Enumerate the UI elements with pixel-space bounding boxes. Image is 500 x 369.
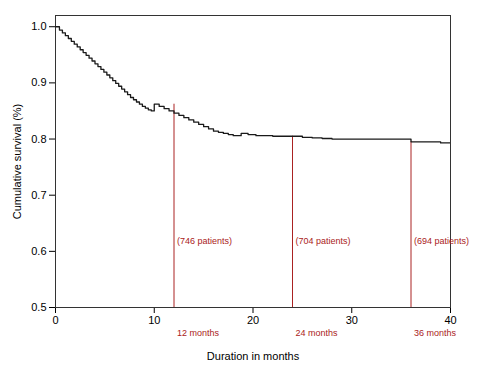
svg-text:0.8: 0.8	[31, 133, 46, 145]
svg-text:0.6: 0.6	[31, 245, 46, 257]
svg-text:40: 40	[444, 314, 456, 326]
svg-text:36 months: 36 months	[414, 328, 457, 338]
svg-text:(694 patients): (694 patients)	[414, 236, 469, 246]
svg-text:0.5: 0.5	[31, 301, 46, 313]
svg-text:(746 patients): (746 patients)	[177, 236, 232, 246]
svg-text:0.9: 0.9	[31, 76, 46, 88]
svg-text:Cumulative survival (%): Cumulative survival (%)	[11, 104, 23, 220]
svg-text:0.7: 0.7	[31, 189, 46, 201]
svg-text:(704 patients): (704 patients)	[296, 236, 351, 246]
svg-text:0: 0	[52, 314, 58, 326]
svg-text:10: 10	[148, 314, 160, 326]
svg-text:Duration in months: Duration in months	[207, 350, 300, 362]
svg-text:20: 20	[247, 314, 259, 326]
svg-text:1.0: 1.0	[31, 20, 46, 32]
svg-text:24 months: 24 months	[296, 328, 339, 338]
svg-text:12 months: 12 months	[177, 328, 220, 338]
svg-text:30: 30	[346, 314, 358, 326]
